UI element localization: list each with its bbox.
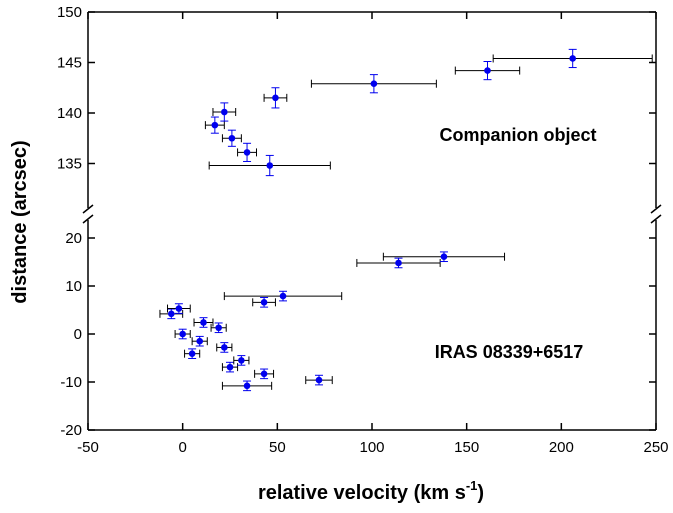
axis-break-mark-right-1 [650, 214, 662, 224]
data-point [188, 350, 196, 357]
data-point [272, 94, 279, 102]
y-tick-label: -10 [60, 374, 82, 391]
data-point [238, 357, 245, 364]
data-point [569, 55, 576, 62]
data-point [215, 324, 222, 332]
x-tick-label: 100 [359, 439, 384, 456]
tick-labels: -50 0 50 100 150 200 250 135 140 145 150 -20 -10 0 10 2… [57, 4, 669, 456]
data-point [315, 376, 323, 384]
data-point [175, 305, 183, 312]
x-tick-label: -50 [77, 439, 99, 456]
x-axis-title: relative velocity (km s-1) [258, 478, 484, 504]
errorbars [159, 48, 653, 392]
y-tick-label: 135 [57, 156, 82, 173]
data-point [395, 259, 402, 267]
ticks [87, 11, 657, 431]
x-axis-title-end: ) [477, 482, 484, 504]
y-tick-label: 10 [65, 278, 82, 295]
annotation-iras: IRAS 08339+6517 [435, 342, 584, 362]
data-point [200, 319, 207, 326]
data-point [266, 162, 274, 169]
data-point [221, 108, 228, 116]
y-tick-label: 20 [65, 230, 82, 247]
x-tick-label: 250 [643, 439, 668, 456]
x-tick-label: 200 [549, 439, 574, 456]
data-point [243, 382, 251, 390]
data-point [179, 330, 186, 338]
data-point [279, 292, 287, 300]
data-point [221, 344, 228, 351]
x-tick-label: 50 [269, 439, 286, 456]
y-tick-label: 140 [57, 105, 82, 122]
x-tick-label: 150 [454, 439, 479, 456]
data-point [260, 370, 268, 378]
data-point [196, 337, 204, 345]
data-point [211, 121, 219, 129]
x-tick-label: 0 [178, 439, 186, 456]
y-tick-label: 0 [74, 326, 82, 343]
x-axis-title-superscript: -1 [466, 478, 478, 493]
data-point [484, 67, 491, 74]
data-point [168, 310, 175, 318]
data-point [260, 299, 268, 306]
x-axis-title-text: relative velocity (km s [258, 482, 466, 504]
y-axis-title: distance (arcsec) [9, 140, 31, 303]
data-point [440, 253, 448, 261]
data-point [243, 149, 251, 156]
axis-break-mark-left-0 [82, 204, 94, 214]
axis-break-mark-right-0 [650, 204, 662, 214]
axis-break-mark-left-1 [82, 214, 94, 224]
y-tick-label: -20 [60, 422, 82, 439]
points [168, 55, 576, 390]
data-point [370, 80, 378, 88]
data-point [226, 363, 234, 371]
y-tick-label: 150 [57, 4, 82, 21]
annotation-companion: Companion object [440, 125, 597, 145]
data-point [228, 134, 236, 142]
y-tick-label: 145 [57, 55, 82, 72]
